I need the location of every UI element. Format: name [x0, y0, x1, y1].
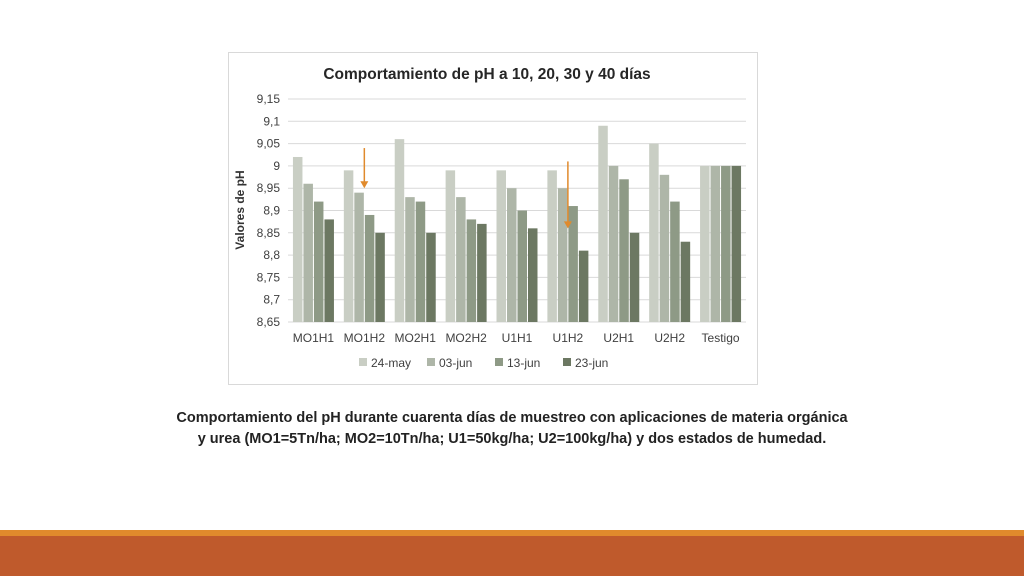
legend-swatch — [359, 358, 367, 366]
bar-U2H2-13-jun — [670, 201, 680, 322]
y-tick-label: 9,05 — [257, 137, 281, 151]
legend-swatch — [427, 358, 435, 366]
x-tick-label: U1H1 — [502, 331, 533, 345]
bar-MO2H2-03-jun — [456, 197, 466, 322]
bar-U1H1-23-jun — [528, 228, 538, 322]
bar-MO1H2-23-jun — [375, 232, 385, 322]
bar-U2H1-03-jun — [608, 165, 619, 322]
arrow-head — [563, 221, 572, 229]
bar-MO1H1-13-jun — [313, 201, 324, 322]
bar-MO2H1-13-jun — [415, 201, 426, 322]
x-tick-label: MO1H1 — [293, 331, 335, 345]
y-tick-label: 8,8 — [263, 248, 280, 262]
bar-Testigo-24-may — [700, 165, 710, 322]
y-tick-label: 8,95 — [257, 181, 281, 195]
x-tick-label: U2H2 — [654, 331, 685, 345]
bar-MO2H2-13-jun — [466, 219, 477, 322]
footer-accent-band — [0, 530, 1024, 536]
y-tick-label: 9,15 — [257, 92, 281, 106]
bar-MO2H1-24-may — [394, 139, 405, 322]
y-axis-label: Valores de pH — [233, 170, 247, 249]
bar-U2H2-23-jun — [680, 241, 691, 322]
bar-MO2H1-03-jun — [405, 197, 415, 322]
gridlines — [288, 98, 746, 323]
footer-band — [0, 536, 1024, 576]
x-tick-label: Testigo — [702, 331, 740, 345]
caption-line-1: Comportamiento del pH durante cuarenta d… — [176, 410, 848, 426]
bar-MO2H1-23-jun — [426, 232, 436, 322]
bar-U1H2-24-may — [547, 170, 557, 322]
chart-title: Comportamiento de pH a 10, 20, 30 y 40 d… — [323, 66, 650, 83]
bar-MO2H2-23-jun — [477, 223, 487, 322]
bar-U2H1-24-may — [598, 125, 608, 322]
legend-swatch — [563, 358, 571, 366]
bar-MO1H1-23-jun — [324, 219, 334, 322]
y-axis-ticks: 8,65 8,7 8,75 8,8 8,85 8,9 8,95 9 9,05 9,1 9,15 — [257, 92, 281, 329]
chart-frame: Comportamiento de pH a 10, 20, 30 y 40 d… — [228, 52, 758, 385]
x-tick-label: U1H2 — [553, 331, 584, 345]
bar-MO2H2-24-may — [445, 170, 456, 322]
legend-label: 13-jun — [507, 356, 540, 370]
x-tick-label: MO2H1 — [395, 331, 437, 345]
ph-bar-chart: Comportamiento de pH a 10, 20, 30 y 40 d… — [233, 66, 746, 370]
bar-MO1H1-24-may — [292, 156, 303, 322]
bar-U1H2-13-jun — [568, 206, 578, 322]
y-tick-label: 9 — [273, 159, 280, 173]
bar-U2H2-24-may — [649, 143, 659, 322]
y-tick-label: 8,75 — [257, 270, 281, 284]
bar-U2H1-23-jun — [629, 232, 640, 322]
bar-Testigo-13-jun — [721, 165, 731, 322]
legend-swatch — [495, 358, 503, 366]
bar-U1H1-24-may — [496, 170, 506, 322]
bars — [292, 125, 742, 322]
bar-MO1H1-03-jun — [303, 183, 313, 322]
bar-MO1H2-24-may — [343, 170, 354, 322]
y-tick-label: 8,85 — [257, 226, 281, 240]
bar-U1H2-23-jun — [578, 250, 589, 322]
y-tick-label: 8,7 — [263, 293, 280, 307]
bar-U2H2-03-jun — [659, 174, 670, 322]
legend-label: 24-may — [371, 356, 411, 370]
bar-U1H2-03-jun — [557, 188, 568, 322]
bar-U1H1-13-jun — [517, 210, 527, 322]
y-tick-label: 9,1 — [263, 114, 280, 128]
y-tick-label: 8,9 — [263, 204, 280, 218]
x-axis-ticks: MO1H1 MO1H2 MO2H1 MO2H2 U1H1 U1H2 U2H1 U2H2 Test… — [293, 331, 740, 345]
legend-label: 23-jun — [575, 356, 608, 370]
bar-MO1H2-13-jun — [364, 214, 375, 322]
x-tick-label: MO2H2 — [445, 331, 487, 345]
x-tick-label: MO1H2 — [344, 331, 386, 345]
bar-Testigo-03-jun — [710, 165, 721, 322]
legend-label: 03-jun — [439, 356, 472, 370]
figure-caption: Comportamiento del pH durante cuarenta d… — [0, 408, 1024, 450]
caption-line-2: y urea (MO1=5Tn/ha; MO2=10Tn/ha; U1=50kg… — [197, 431, 827, 447]
arrow-head — [360, 181, 369, 189]
x-tick-label: U2H1 — [603, 331, 634, 345]
legend: 24-may 03-jun 13-jun 23-jun — [359, 356, 608, 370]
annotation-arrows — [360, 148, 572, 229]
bar-U1H1-03-jun — [507, 188, 517, 322]
bar-U2H1-13-jun — [619, 179, 629, 322]
bar-MO1H2-03-jun — [354, 192, 364, 322]
bar-Testigo-23-jun — [731, 165, 742, 322]
y-tick-label: 8,65 — [257, 315, 281, 329]
